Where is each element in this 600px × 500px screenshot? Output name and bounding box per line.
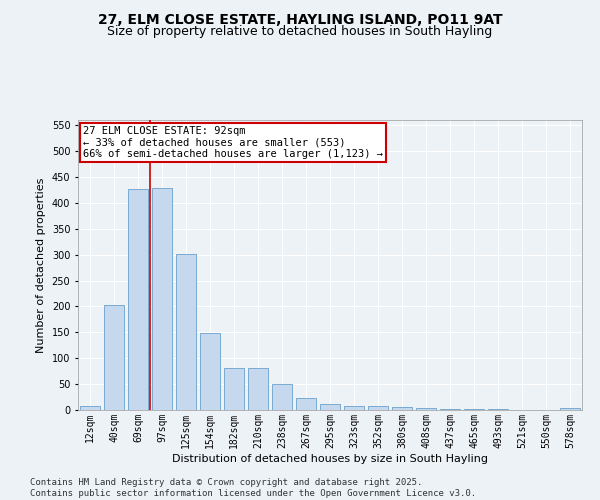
Bar (440, 409, 460, 410)
Text: Size of property relative to detached houses in South Hayling: Size of property relative to detached ho… (107, 25, 493, 38)
Bar (272, 384, 292, 410)
Bar (104, 306, 124, 410)
Bar (560, 408, 580, 410)
Bar (320, 404, 340, 410)
Text: Contains HM Land Registry data © Crown copyright and database right 2025.
Contai: Contains HM Land Registry data © Crown c… (30, 478, 476, 498)
Bar (152, 188, 172, 410)
Text: 27 ELM CLOSE ESTATE: 92sqm
← 33% of detached houses are smaller (553)
66% of sem: 27 ELM CLOSE ESTATE: 92sqm ← 33% of deta… (83, 126, 383, 159)
Bar (416, 408, 436, 410)
X-axis label: Distribution of detached houses by size in South Hayling: Distribution of detached houses by size … (172, 454, 488, 464)
Y-axis label: Number of detached properties: Number of detached properties (36, 178, 46, 352)
Bar (80, 406, 100, 410)
Bar (392, 408, 412, 410)
Bar (248, 368, 268, 410)
Bar (344, 406, 364, 410)
Bar (200, 334, 220, 410)
Bar (296, 398, 316, 410)
Text: 27, ELM CLOSE ESTATE, HAYLING ISLAND, PO11 9AT: 27, ELM CLOSE ESTATE, HAYLING ISLAND, PO… (98, 12, 502, 26)
Bar (176, 254, 196, 410)
Bar (224, 368, 244, 410)
Bar (368, 406, 388, 410)
Bar (128, 189, 148, 410)
